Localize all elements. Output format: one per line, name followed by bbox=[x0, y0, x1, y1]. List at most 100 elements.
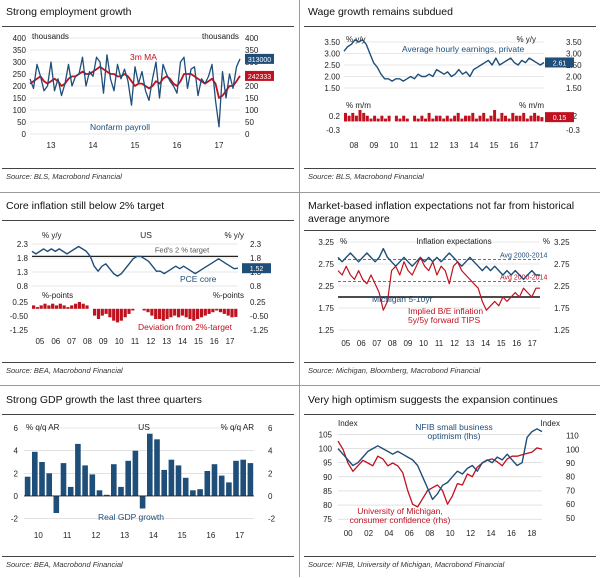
x-tick-label: 00 bbox=[344, 529, 353, 538]
end-badge-mm: 0.15 bbox=[553, 115, 567, 122]
y-tick-label: 4 bbox=[268, 447, 273, 456]
region-label: US bbox=[138, 422, 150, 432]
chart-source: Source: BLS, Macrobond Financial bbox=[308, 172, 424, 181]
x-tick-label: 06 bbox=[51, 337, 60, 346]
chart-title: Strong employment growth bbox=[6, 6, 132, 18]
y-tick-label: 2 bbox=[14, 469, 19, 478]
bar-deviation bbox=[215, 308, 219, 311]
series-line-tips bbox=[337, 256, 540, 311]
bar-mm-change bbox=[420, 115, 424, 122]
bar-mm-change bbox=[489, 115, 493, 122]
y-tick-label: 50 bbox=[245, 118, 254, 127]
y-tick-label: 2.3 bbox=[250, 240, 262, 249]
bar-deviation bbox=[54, 305, 59, 309]
bar-gdp bbox=[226, 482, 232, 496]
bar-deviation bbox=[43, 303, 47, 309]
bar-mm-change bbox=[467, 115, 471, 122]
y-tick-label: 3.00 bbox=[324, 50, 340, 59]
bar-deviation bbox=[180, 308, 184, 316]
bar-deviation bbox=[218, 308, 223, 313]
x-tick-label: 16 bbox=[510, 141, 519, 150]
x-tick-label: 08 bbox=[425, 529, 434, 538]
chart-title: Core inflation still below 2% target bbox=[6, 200, 165, 212]
bar-gdp bbox=[211, 464, 218, 496]
source-rule bbox=[304, 362, 596, 363]
y-tick-label: 105 bbox=[319, 430, 333, 439]
bar-gdp bbox=[118, 486, 124, 496]
x-tick-label: 11 bbox=[410, 141, 419, 150]
right-axis-label: Index bbox=[540, 419, 560, 428]
y-tick-label: 90 bbox=[566, 459, 575, 468]
bar-mm-change bbox=[445, 115, 449, 122]
region-label: US bbox=[140, 230, 152, 240]
x-tick-label: 13 bbox=[466, 339, 475, 348]
bar-mm-change bbox=[362, 112, 366, 122]
upper-left-axis-label: % y/y bbox=[42, 231, 62, 240]
bar-mm-change bbox=[529, 115, 533, 122]
bar-gdp bbox=[147, 433, 153, 496]
x-tick-label: 15 bbox=[131, 141, 140, 150]
bar-deviation bbox=[230, 308, 234, 318]
y-tick-label: 2.25 bbox=[318, 282, 334, 291]
y-tick-label: 0.8 bbox=[17, 282, 29, 291]
source-rule bbox=[2, 556, 294, 557]
y-tick-label: 1.50 bbox=[566, 84, 582, 93]
bar-mm-change bbox=[384, 118, 387, 122]
bar-mm-change bbox=[471, 112, 475, 122]
bar-gdp bbox=[111, 464, 117, 496]
bar-mm-change bbox=[442, 118, 446, 122]
bar-mm-change bbox=[434, 115, 438, 122]
bar-gdp bbox=[96, 490, 103, 496]
x-tick-label: 04 bbox=[385, 529, 394, 538]
bar-deviation bbox=[188, 308, 192, 319]
bar-mm-change bbox=[351, 112, 355, 122]
y-tick-label: 100 bbox=[566, 445, 580, 454]
y-tick-label: 250 bbox=[13, 70, 27, 79]
y-tick-label: 2.75 bbox=[554, 260, 570, 269]
bar-mm-change bbox=[344, 112, 347, 122]
bar-mm-change bbox=[376, 118, 380, 122]
bar-gdp bbox=[67, 486, 74, 496]
y-tick-label: 0 bbox=[268, 492, 273, 501]
bar-mm-change bbox=[511, 112, 515, 122]
series-label-pce-core: PCE core bbox=[180, 274, 217, 284]
series-label-real-gdp: Real GDP growth bbox=[98, 512, 164, 522]
series-line-michigan bbox=[337, 247, 540, 281]
chart-source: Source: BEA, Macrobond Financial bbox=[6, 366, 123, 375]
bar-deviation bbox=[35, 307, 39, 309]
bar-gdp bbox=[89, 474, 96, 496]
x-tick-label: 15 bbox=[497, 339, 506, 348]
bar-mm-change bbox=[387, 115, 391, 122]
title-rule bbox=[304, 414, 596, 415]
chart-gdp: 6 4 2 0 -2 6 4 2 0 -2 % q/q AR % q/q AR US Real GDP g… bbox=[11, 422, 276, 540]
series-line-nonfarm-payroll bbox=[29, 54, 241, 128]
x-tick-label: 16 bbox=[206, 531, 215, 540]
y-tick-label: 2.50 bbox=[324, 61, 340, 70]
bar-gdp bbox=[218, 475, 225, 496]
y-tick-label: 0.8 bbox=[250, 282, 262, 291]
y-tick-label: 1.25 bbox=[554, 326, 570, 335]
y-tick-label: 50 bbox=[17, 118, 26, 127]
bar-mm-change bbox=[354, 115, 358, 122]
y-tick-label: 0.2 bbox=[329, 112, 341, 121]
title-rule bbox=[2, 414, 294, 415]
source-rule bbox=[304, 556, 596, 557]
x-tick-label: 16 bbox=[173, 141, 182, 150]
bar-gdp bbox=[233, 460, 239, 496]
bar-mm-change bbox=[347, 115, 351, 122]
bar-mm-change bbox=[380, 115, 384, 122]
bar-mm-change bbox=[449, 118, 453, 122]
y-tick-label: 2.00 bbox=[566, 73, 582, 82]
x-tick-label: 07 bbox=[67, 337, 76, 346]
y-tick-label: -2 bbox=[11, 515, 19, 524]
x-tick-label: 14 bbox=[89, 141, 98, 150]
y-tick-label: -0.50 bbox=[250, 312, 269, 321]
x-tick-label: 08 bbox=[83, 337, 92, 346]
divider-vertical bbox=[299, 0, 300, 577]
x-tick-label: 10 bbox=[115, 337, 124, 346]
bar-deviation bbox=[154, 308, 158, 319]
y-tick-label: 1.75 bbox=[318, 304, 334, 313]
bar-gdp bbox=[32, 451, 38, 496]
x-tick-label: 13 bbox=[120, 531, 129, 540]
y-tick-label: 95 bbox=[323, 459, 332, 468]
